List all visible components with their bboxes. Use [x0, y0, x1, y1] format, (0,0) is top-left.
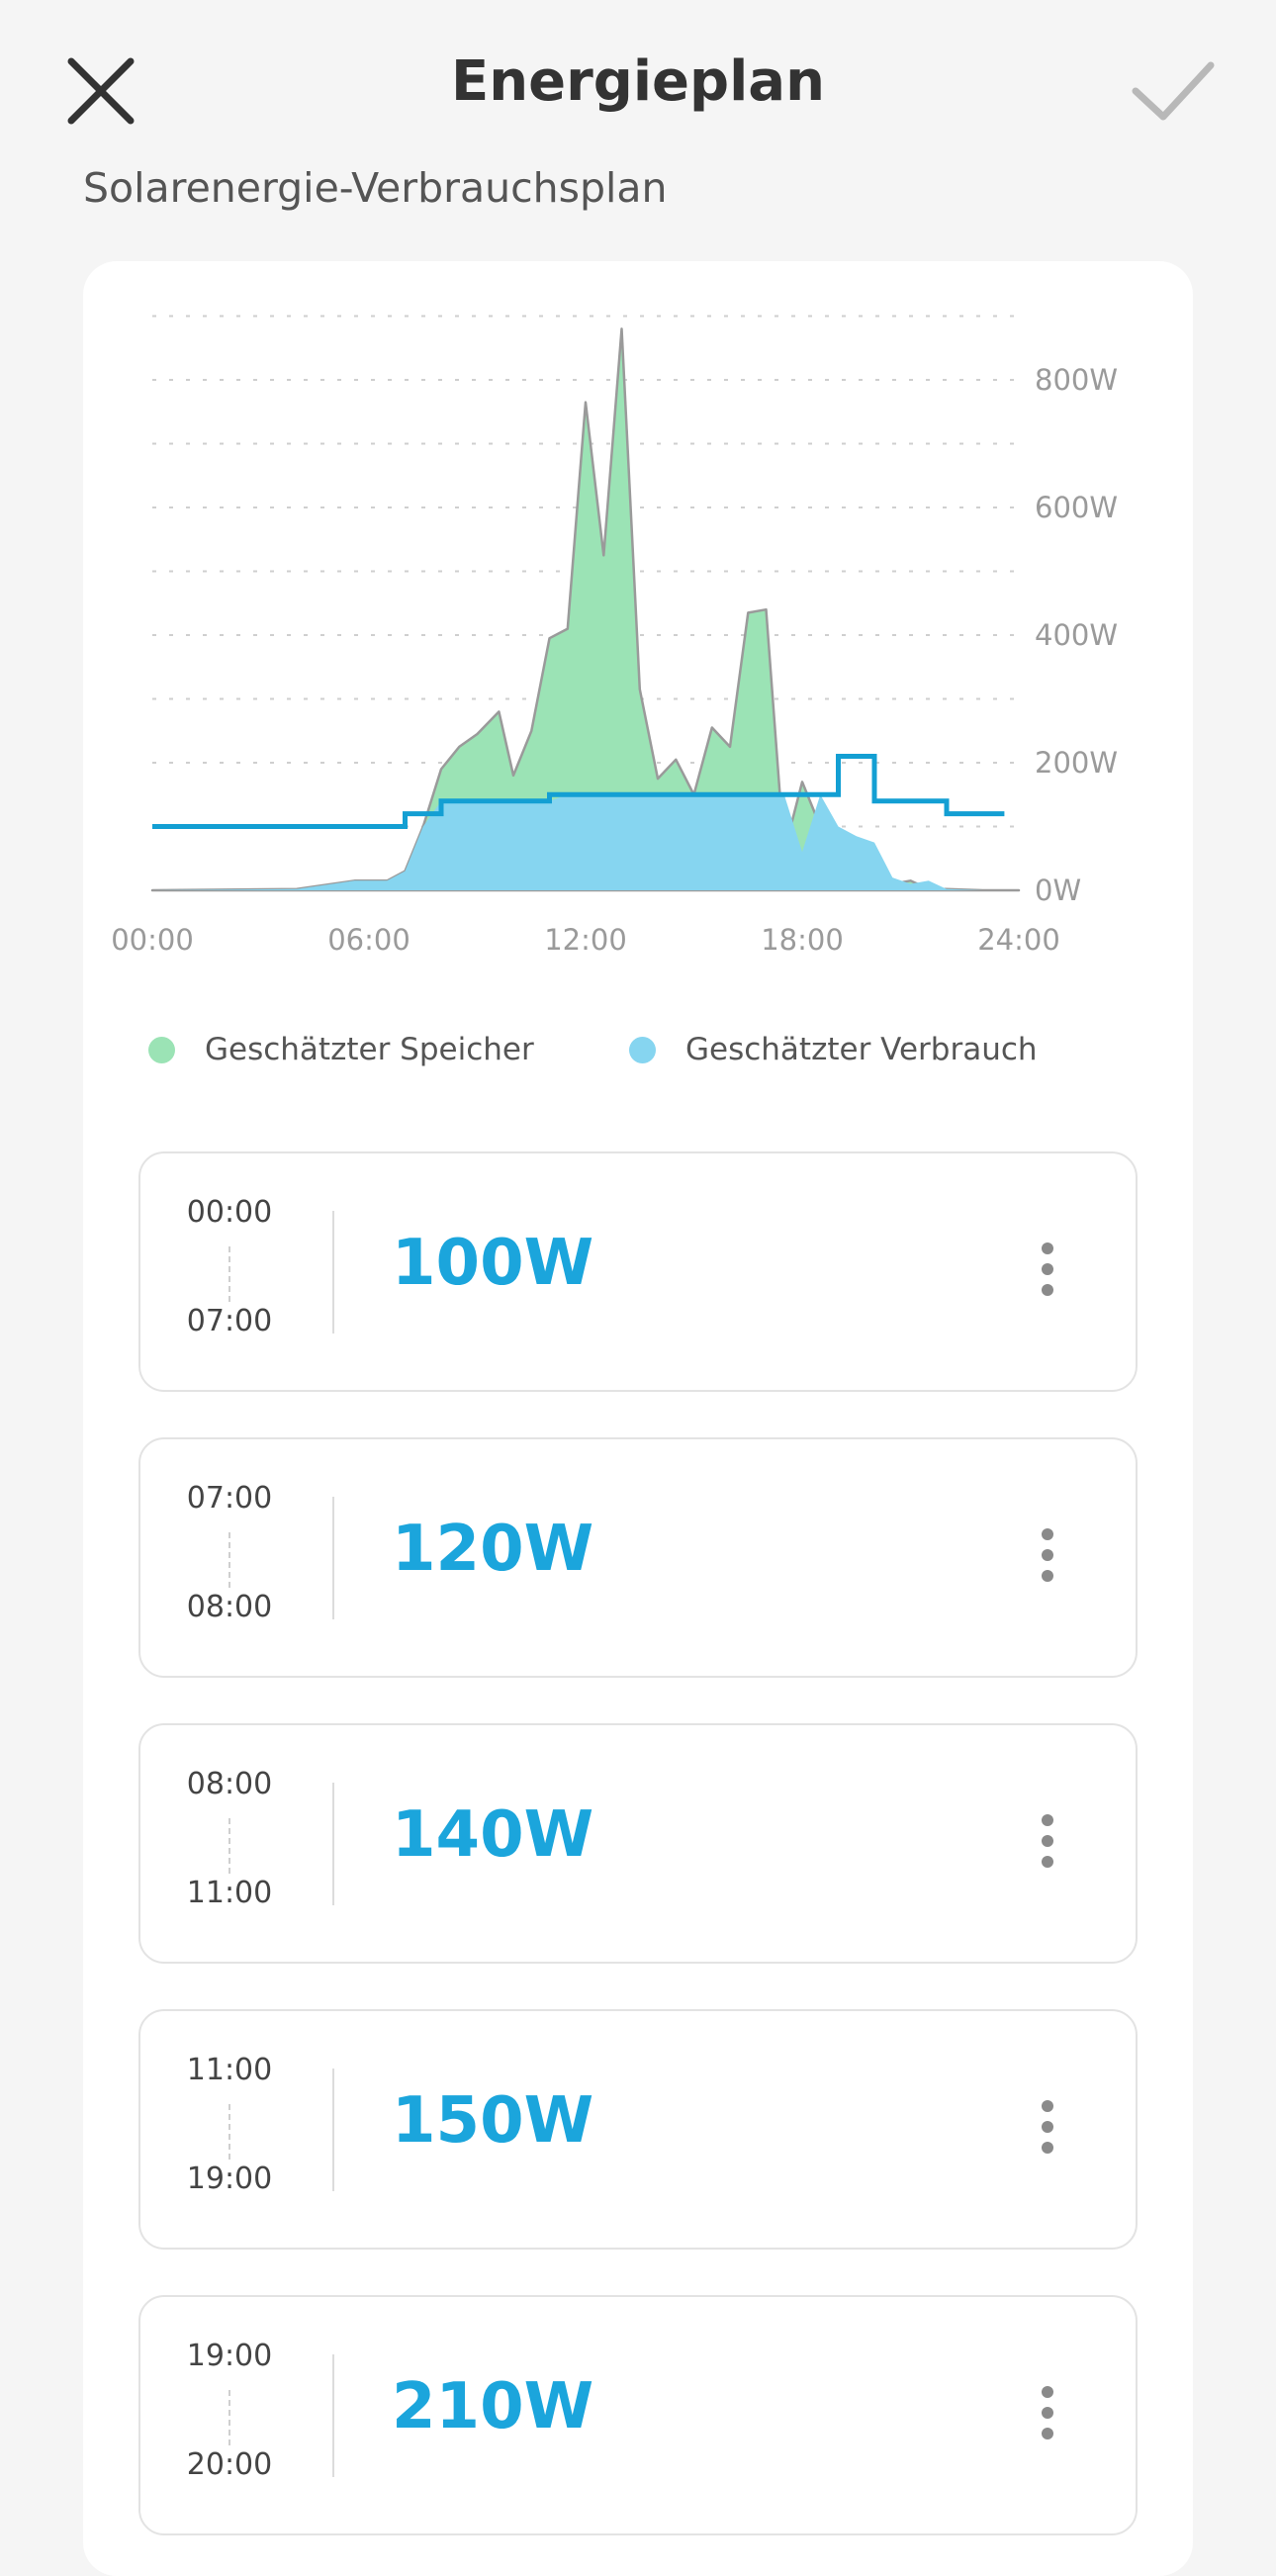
legend-consumption-dot [629, 1036, 656, 1063]
more-vertical-icon[interactable] [1033, 1528, 1062, 1588]
energy-chart: 0W 200W 400W 600W 800W 00:00 06:00 12:00 18:00 2… [83, 261, 1193, 1013]
slot-end-time: 08:00 [186, 1590, 273, 1624]
legend-storage: Geschätzter Speicher [148, 1025, 534, 1074]
close-button[interactable] [61, 51, 140, 131]
plan-line [152, 754, 1005, 829]
slot-time-connector [228, 1246, 230, 1302]
slot-power-value: 150W [392, 2084, 594, 2158]
slot-time-connector [228, 2104, 230, 2160]
close-icon [67, 57, 135, 125]
y-axis-ticks: 0W 200W 400W 600W 800W [1035, 363, 1118, 907]
slot-time-connector [228, 1532, 230, 1588]
slot-start-time: 08:00 [186, 1767, 273, 1801]
slot-end-time: 20:00 [186, 2447, 273, 2482]
y-tick-label: 400W [1035, 618, 1118, 652]
slot-end-time: 11:00 [186, 1876, 273, 1910]
y-tick-label: 0W [1035, 874, 1081, 907]
more-vertical-icon[interactable] [1033, 1242, 1062, 1302]
y-tick-label: 800W [1035, 363, 1118, 397]
energy-chart-svg: 0W 200W 400W 600W 800W 00:00 06:00 12:00 18:00 2… [111, 315, 1118, 957]
x-tick-label: 12:00 [544, 923, 627, 957]
legend-consumption: Geschätzter Verbrauch [629, 1025, 1038, 1074]
x-axis-ticks: 00:00 06:00 12:00 18:00 24:00 [111, 923, 1060, 957]
slot-power-value: 120W [392, 1513, 594, 1586]
header: Energieplan [0, 0, 1276, 173]
slot-time-connector [228, 1818, 230, 1874]
slot-divider [332, 2069, 334, 2191]
slot-start-time: 11:00 [186, 2053, 273, 2087]
slot-time-connector [228, 2390, 230, 2445]
check-icon [1132, 61, 1215, 121]
x-tick-label: 18:00 [761, 923, 844, 957]
more-vertical-icon[interactable] [1033, 2386, 1062, 2445]
time-slot-card[interactable]: 11:00 19:00 150W [138, 2009, 1138, 2250]
page-title: Energieplan [451, 49, 825, 114]
x-tick-label: 06:00 [327, 923, 410, 957]
time-slot-card[interactable]: 07:00 08:00 120W [138, 1437, 1138, 1678]
slot-power-value: 140W [392, 1798, 594, 1872]
slot-end-time: 19:00 [186, 2162, 273, 2196]
slot-start-time: 19:00 [186, 2339, 273, 2373]
slot-power-value: 100W [392, 1227, 594, 1300]
slot-power-value: 210W [392, 2370, 594, 2443]
consumption-area [152, 794, 1019, 890]
legend-storage-dot [148, 1036, 175, 1063]
slot-start-time: 07:00 [186, 1481, 273, 1516]
slot-divider [332, 1211, 334, 1334]
time-slot-card[interactable]: 19:00 20:00 210W [138, 2295, 1138, 2535]
slot-start-time: 00:00 [186, 1195, 273, 1230]
section-subtitle: Solarenergie-Verbrauchsplan [83, 164, 668, 212]
slot-end-time: 07:00 [186, 1304, 273, 1338]
x-tick-label: 00:00 [111, 923, 194, 957]
more-vertical-icon[interactable] [1033, 1814, 1062, 1874]
slot-divider [332, 1497, 334, 1619]
more-vertical-icon[interactable] [1033, 2100, 1062, 2160]
confirm-button[interactable] [1128, 57, 1219, 127]
time-slot-card[interactable]: 00:00 07:00 100W [138, 1151, 1138, 1392]
legend-consumption-label: Geschätzter Verbrauch [685, 1032, 1038, 1067]
x-tick-label: 24:00 [977, 923, 1060, 957]
time-slot-card[interactable]: 08:00 11:00 140W [138, 1723, 1138, 1964]
legend-storage-label: Geschätzter Speicher [205, 1032, 534, 1067]
y-tick-label: 200W [1035, 746, 1118, 780]
y-tick-label: 600W [1035, 491, 1118, 524]
slot-divider [332, 2354, 334, 2477]
slot-divider [332, 1783, 334, 1905]
